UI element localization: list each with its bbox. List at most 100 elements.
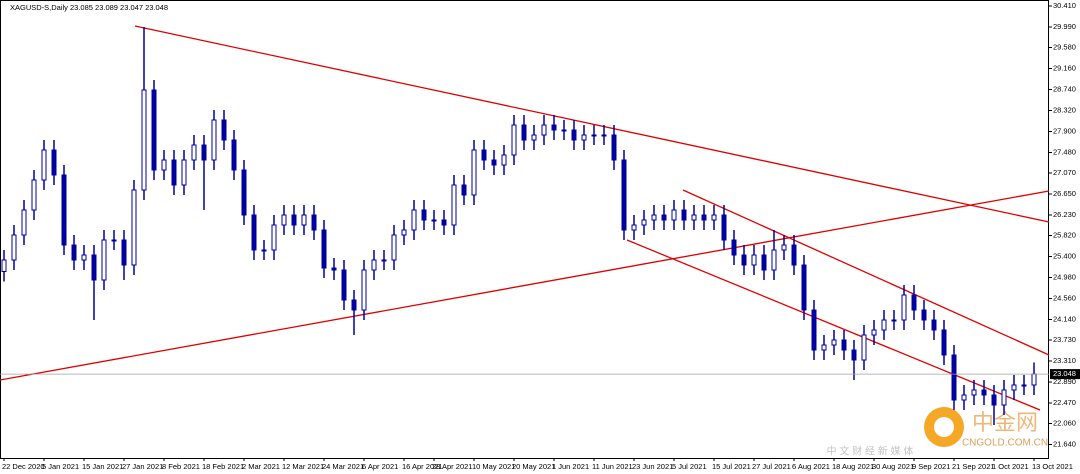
x-tick-label: 22 Dec 2020 — [2, 462, 45, 471]
y-tick-label: 26.650 — [1053, 189, 1076, 198]
y-tick-label: 24.140 — [1053, 314, 1076, 323]
candle-body — [281, 214, 287, 226]
candle-body — [501, 154, 507, 166]
candle-body — [131, 189, 137, 266]
y-tick-label: 29.580 — [1053, 42, 1076, 51]
candle-body — [831, 339, 837, 346]
candle-body — [891, 319, 897, 322]
watermark-url: CNGOLD.COM.CN — [962, 438, 1048, 449]
candle-body — [941, 329, 947, 356]
candle-body — [111, 239, 117, 242]
candle-body — [991, 394, 997, 406]
x-tick-label: 5 Jan 2021 — [42, 462, 79, 471]
x-tick-label: 13 Oct 2021 — [1032, 462, 1073, 471]
y-tick-label: 29.990 — [1053, 22, 1076, 31]
candle-body — [381, 259, 387, 262]
candle-body — [771, 249, 777, 271]
candle-body — [521, 124, 527, 141]
candle-body — [241, 169, 247, 216]
candle-body — [11, 234, 17, 261]
candle-body — [421, 209, 427, 221]
x-tick-label: 11 Jun 2021 — [592, 462, 633, 471]
candle-body — [981, 389, 987, 396]
watermark-logo — [924, 407, 964, 447]
candle-body — [661, 214, 667, 221]
candle-body — [61, 174, 67, 246]
candle-body — [341, 269, 347, 301]
x-tick-label: 20 May 2021 — [512, 462, 555, 471]
candle-body — [251, 214, 257, 251]
candle-body — [951, 354, 957, 401]
candle-body — [331, 267, 337, 271]
trend-lines — [0, 25, 1050, 411]
trend-line — [134, 25, 1050, 223]
candle-body — [41, 149, 47, 181]
candle-body — [431, 219, 437, 222]
y-tick-label: 28.320 — [1053, 105, 1076, 114]
candle-body — [391, 234, 397, 261]
candle-body — [201, 144, 207, 161]
y-tick-label: 26.230 — [1053, 210, 1076, 219]
x-tick-label: 15 Jul 2021 — [712, 462, 751, 471]
candle-body — [581, 134, 587, 141]
x-tick-label: 10 May 2021 — [472, 462, 515, 471]
candle-body — [541, 124, 547, 136]
candle-body — [861, 334, 867, 361]
candle-body — [451, 184, 457, 226]
y-tick-label: 25.820 — [1053, 230, 1076, 239]
x-tick-label: 5 Jul 2021 — [672, 462, 707, 471]
candle-body — [681, 209, 687, 221]
plot-frame — [0, 0, 1049, 459]
x-tick-label: 18 Feb 2021 — [202, 462, 244, 471]
y-tick-label: 27.070 — [1053, 168, 1076, 177]
candle-body — [321, 229, 327, 269]
candle-body — [101, 239, 107, 281]
candle-body — [751, 254, 757, 266]
candle-body — [301, 214, 307, 226]
candle-body — [721, 214, 727, 241]
candle-body — [611, 134, 617, 161]
x-tick-label: 6 Apr 2021 — [362, 462, 398, 471]
x-tick-label: 27 Jan 2021 — [122, 462, 163, 471]
candle-body — [811, 309, 817, 351]
candle-body — [601, 134, 607, 137]
candle-body — [1001, 389, 1007, 406]
candle-body — [911, 294, 917, 311]
candle-body — [161, 159, 167, 171]
candle-body — [1, 259, 7, 272]
candle-body — [151, 89, 157, 171]
candle-body — [731, 239, 737, 256]
candle-body — [691, 214, 697, 221]
candle-body — [401, 229, 407, 236]
chart-title: XAGUSD-S,Daily 23.085 23.089 23.047 23.0… — [10, 3, 168, 12]
y-tick-label: 24.560 — [1053, 293, 1076, 302]
candle-body — [291, 214, 297, 226]
candle-body — [71, 244, 77, 261]
x-tick-label: 23 Jun 2021 — [632, 462, 673, 471]
candle-body — [21, 209, 27, 236]
x-tick-label: 2 Mar 2021 — [242, 462, 280, 471]
candle-body — [851, 349, 857, 361]
candle-body — [271, 224, 277, 251]
candle-body — [441, 219, 447, 226]
candle-body — [141, 89, 147, 191]
candle-body — [471, 149, 477, 196]
y-tick-label: 22.060 — [1053, 418, 1076, 427]
candle-body — [961, 394, 967, 401]
candle-body — [801, 264, 807, 311]
y-tick-label: 27.900 — [1053, 126, 1076, 135]
watermark-title: 中金网 — [972, 410, 1038, 435]
trend-line — [626, 239, 1041, 411]
y-tick-label: 24.980 — [1053, 272, 1076, 281]
candle-body — [741, 254, 747, 266]
candle-body — [1031, 373, 1037, 386]
x-tick-label: 21 Sep 2021 — [952, 462, 995, 471]
x-tick-label: 9 Sep 2021 — [912, 462, 950, 471]
x-tick-label: 12 Mar 2021 — [282, 462, 324, 471]
x-tick-label: 18 Aug 2021 — [832, 462, 874, 471]
watermark-slogan: 中 文 财 经 新 媒 体 — [827, 445, 914, 458]
candle-body — [121, 239, 127, 266]
candle-body — [51, 149, 57, 176]
y-tick-label: 22.470 — [1053, 398, 1076, 407]
trend-line — [0, 190, 1050, 381]
